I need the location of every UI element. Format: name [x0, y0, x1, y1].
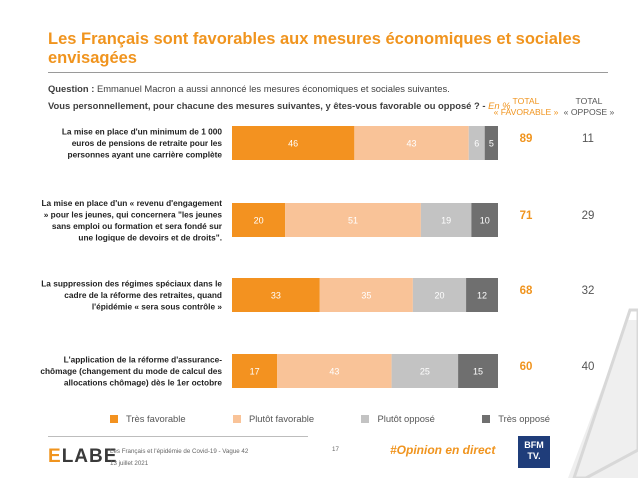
- legend-swatch: [361, 414, 370, 423]
- data-label: 25: [420, 367, 430, 377]
- category-label: La mise en place d'un « revenu d'engagem…: [41, 198, 222, 208]
- total-favorable-header-line1: TOTAL: [512, 96, 540, 106]
- total-favorable-value: 68: [520, 285, 533, 297]
- data-label: 19: [441, 216, 451, 226]
- category-label: chômage (changement du mode de calcul de…: [40, 366, 222, 376]
- bar-segment: [420, 203, 472, 237]
- data-label: 20: [434, 291, 444, 301]
- category-label: La suppression des régimes spéciaux dans…: [41, 279, 222, 289]
- category-label: L'application de la réforme d'assurance-: [64, 355, 223, 365]
- unit-label: En %: [488, 100, 511, 111]
- total-oppose-value: 29: [582, 210, 595, 222]
- hashtag: #Opinion en direct: [390, 443, 496, 457]
- data-label: 10: [480, 216, 490, 226]
- bar-segment: [277, 354, 392, 388]
- legend-label: Plutôt favorable: [248, 413, 315, 424]
- bfmtv-logo: BFM TV.: [518, 436, 550, 468]
- category-label: cadre de la réforme des retraites, quand: [64, 290, 222, 300]
- category-label: l'épidémie « sera sous contrôle »: [92, 302, 223, 312]
- data-label: 15: [473, 367, 483, 377]
- bar-segment: [484, 126, 498, 160]
- legend-label: Très favorable: [126, 413, 186, 424]
- bar-segment: [391, 354, 459, 388]
- total-oppose-value: 32: [582, 285, 595, 297]
- bar-segment: [319, 278, 413, 312]
- category-label: allocations chômage) dès le 1er octobre: [64, 378, 223, 388]
- bar-segment: [466, 278, 498, 312]
- bar-segment: [232, 354, 278, 388]
- total-oppose-value: 11: [582, 133, 594, 145]
- legend-swatch: [110, 414, 118, 423]
- source-line: Les Français et l'épidémie de Covid-19 -…: [110, 448, 249, 455]
- data-label: 12: [477, 291, 487, 301]
- category-label: » pour les jeunes, qui concernera "les j…: [44, 209, 223, 219]
- elabe-logo: ELABE: [48, 446, 117, 468]
- total-favorable-value: 89: [520, 133, 533, 145]
- legend-item-tres-favorable: Très favorable: [110, 413, 186, 424]
- legend-swatch: [482, 414, 491, 423]
- legend-swatch: [232, 414, 241, 423]
- legend-item-plutot-favorable: Plutôt favorable: [232, 413, 315, 424]
- data-label: 33: [271, 291, 281, 301]
- data-label: 20: [254, 216, 264, 226]
- category-label: personnes ayant une carrière complète: [68, 150, 223, 160]
- question-label: Question :: [48, 83, 95, 94]
- data-label: 43: [329, 367, 339, 377]
- bfmtv-logo-line1: BFM: [524, 440, 544, 450]
- bar-segment: [412, 278, 467, 312]
- bar-segment: [458, 354, 498, 388]
- bfmtv-logo-line2: TV.: [527, 451, 541, 461]
- page-number: 17: [332, 446, 339, 453]
- legend-label: Très opposé: [498, 413, 550, 424]
- title-divider: [48, 72, 608, 73]
- source-note: Les Français et l'épidémie de Covid-19 -…: [110, 446, 248, 470]
- elabe-logo-text: LABE: [61, 446, 118, 467]
- category-label: euros de pensions de retraite pour les: [72, 138, 223, 148]
- legend-item-tres-oppose: Très opposé: [482, 413, 550, 424]
- bar-segment: [232, 203, 286, 237]
- total-oppose-header-line2: « OPPOSE »: [563, 107, 615, 117]
- total-favorable-value: 60: [520, 361, 533, 373]
- footer-divider: [48, 436, 308, 437]
- data-label: 35: [361, 291, 371, 301]
- data-label: 5: [489, 139, 494, 149]
- bar-segment: [232, 278, 320, 312]
- elabe-logo-accent: E: [48, 446, 62, 467]
- data-label: 43: [407, 139, 417, 149]
- bar-segment: [471, 203, 498, 237]
- page-title: Les Français sont favorables aux mesures…: [48, 30, 581, 67]
- total-favorable-header-line2: « FAVORABLE »: [493, 107, 559, 117]
- total-oppose-header-line1: TOTAL: [575, 96, 603, 106]
- source-date: 13 juillet 2021: [110, 460, 149, 467]
- bar-segment: [232, 126, 355, 160]
- bar-segment: [354, 126, 469, 160]
- legend-label: Plutôt opposé: [377, 413, 435, 424]
- data-label: 6: [474, 139, 479, 149]
- decorative-triangle: [568, 308, 638, 478]
- question-block: Question : Emmanuel Macron a aussi annon…: [48, 80, 510, 114]
- legend-item-plutot-oppose: Plutôt opposé: [361, 413, 435, 424]
- bar-segment: [285, 203, 421, 237]
- total-favorable-header: TOTAL « FAVORABLE »: [488, 96, 564, 118]
- category-label: La mise en place d'un minimum de 1 000: [62, 127, 223, 137]
- data-label: 46: [288, 139, 298, 149]
- data-label: 17: [250, 367, 260, 377]
- data-label: 51: [348, 216, 358, 226]
- category-label: sans emploi ou formation et sera fondé s…: [52, 221, 223, 231]
- question-subtext: Vous personnellement, pour chacune des m…: [48, 100, 489, 111]
- bar-segment: [468, 126, 485, 160]
- question-text: Emmanuel Macron a aussi annoncé les mesu…: [94, 83, 450, 94]
- total-oppose-value: 40: [582, 361, 595, 373]
- category-label: une logique de devoirs et de droits".: [78, 232, 222, 242]
- total-oppose-header: TOTAL « OPPOSE »: [560, 96, 618, 118]
- chart-legend: Très favorable Plutôt favorable Plutôt o…: [110, 413, 550, 424]
- total-favorable-value: 71: [520, 210, 533, 222]
